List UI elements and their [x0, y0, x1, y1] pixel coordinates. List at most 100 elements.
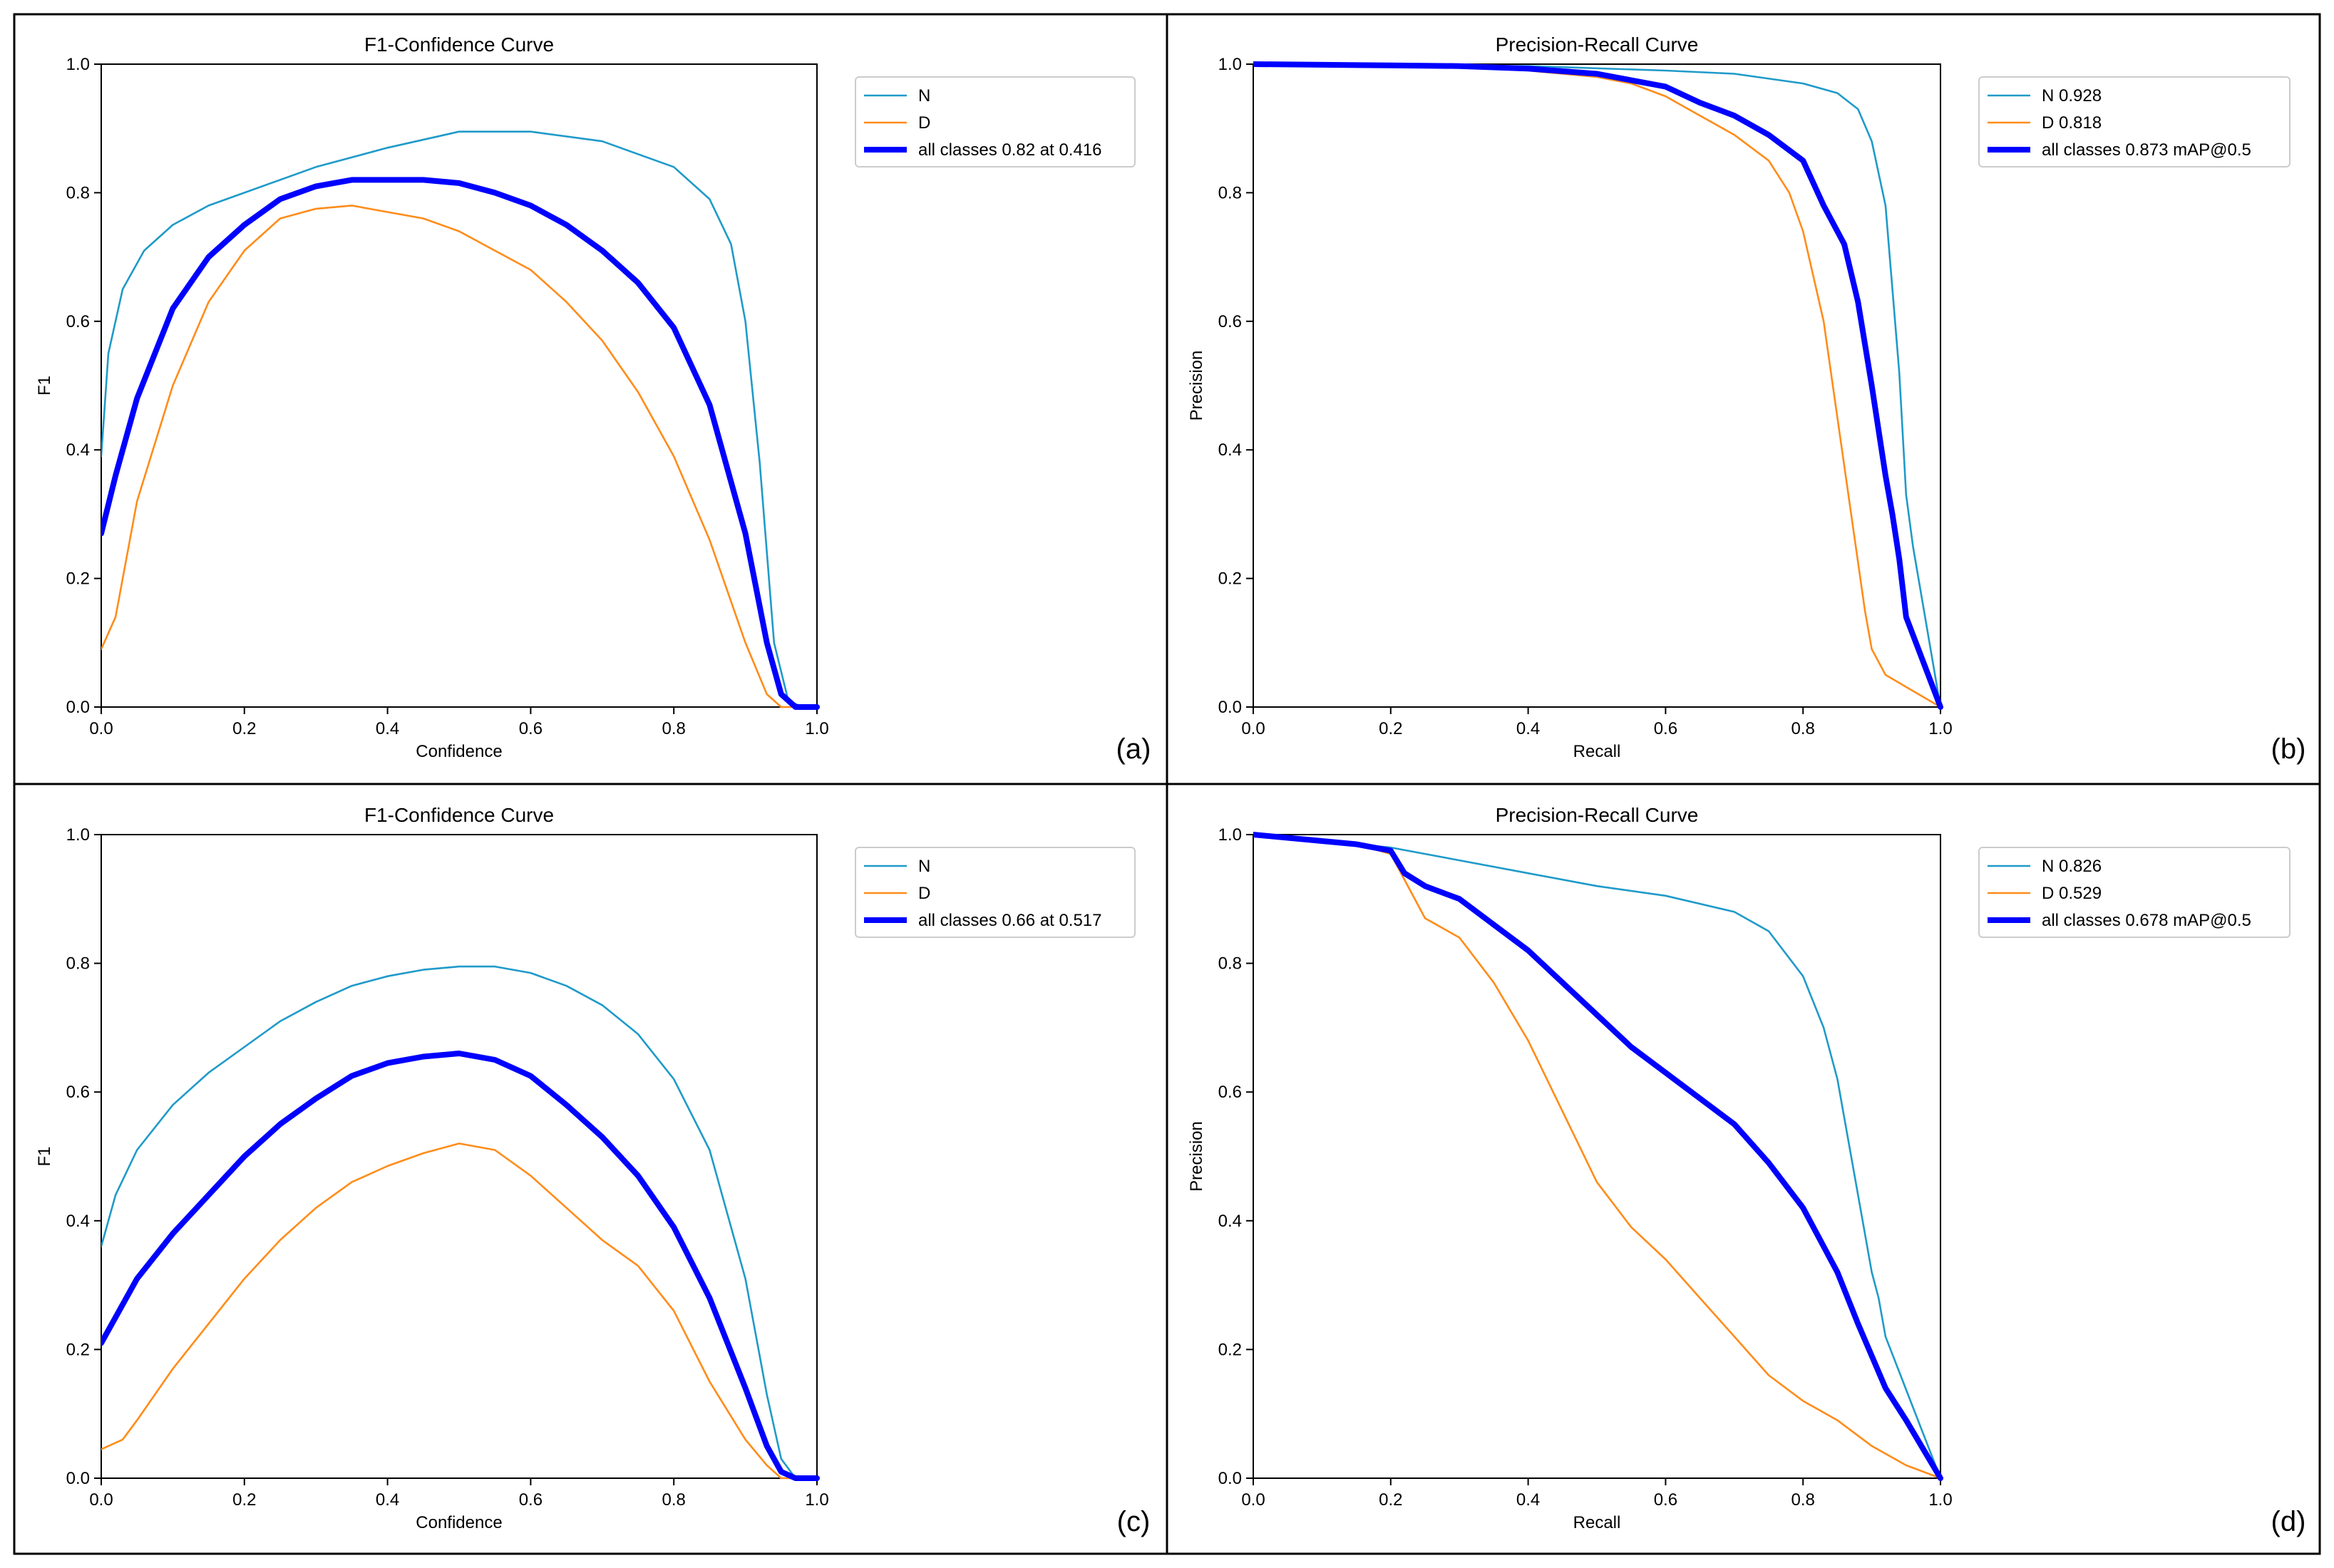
chart-title: Precision-Recall Curve [1496, 33, 1699, 56]
plot-frame [1253, 834, 1941, 1479]
series-line-2 [101, 1143, 818, 1480]
x-tick-label: 0.4 [376, 719, 399, 738]
legend-label: all classes 0.66 at 0.517 [918, 911, 1102, 930]
legend-box [1978, 76, 2291, 167]
x-tick-label: 0.6 [1654, 1490, 1677, 1510]
chart-title: Precision-Recall Curve [1496, 804, 1699, 826]
chart-panel-4: Precision-Recall Curve 0.0 0.2 0.4 0.6 0.8 1.0… [1187, 804, 2305, 1537]
x-tick-label: 0.2 [232, 1490, 256, 1510]
x-tick-label: 0.8 [1791, 1490, 1815, 1510]
chart-panel-2: Precision-Recall Curve 0.0 0.2 0.4 0.6 0.8 1.0… [1187, 33, 2305, 765]
y-axis-label: Precision [1187, 351, 1206, 421]
x-tick-label: 0.6 [1654, 719, 1677, 738]
y-tick-label: 1.0 [1218, 825, 1242, 845]
series-line-2 [1253, 833, 1942, 1480]
series-line-1 [101, 130, 818, 708]
x-axis-label: Confidence [416, 742, 502, 761]
series-line-2 [1253, 63, 1942, 708]
x-tick-label: 0.0 [89, 719, 113, 738]
x-tick-label: 0.2 [1379, 719, 1402, 738]
x-tick-label: 0.2 [232, 719, 256, 738]
legend-label: N 0.928 [2042, 86, 2102, 105]
y-axis-label: F1 [35, 376, 54, 396]
y-tick-label: 0.2 [1218, 569, 1242, 589]
panel-label: (c) [1117, 1506, 1151, 1537]
legend-label: N [918, 86, 930, 105]
y-tick-label: 0.4 [66, 440, 90, 460]
y-tick-label: 0.0 [1218, 1469, 1242, 1488]
y-tick-label: 0.6 [66, 1083, 90, 1102]
x-tick-label: 1.0 [1928, 719, 1952, 738]
panel-label: (b) [2271, 733, 2306, 765]
chart-panel-3: F1-Confidence Curve 0.0 0.2 0.4 0.6 0.8 1.0 0.0… [35, 804, 1150, 1537]
y-tick-label: 0.2 [66, 569, 90, 589]
legend-label: all classes 0.873 mAP@0.5 [2042, 140, 2251, 160]
legend-label: D 0.818 [2042, 113, 2102, 133]
x-tick-label: 1.0 [805, 719, 828, 738]
y-tick-label: 0.4 [1218, 440, 1242, 460]
x-tick-label: 0.4 [376, 1490, 399, 1510]
plot-frame [101, 834, 818, 1479]
series-group [101, 965, 820, 1481]
legend-label: D 0.529 [2042, 884, 2102, 903]
plot-frame [101, 63, 818, 708]
chart-title: F1-Confidence Curve [364, 33, 554, 56]
y-tick-label: 0.8 [1218, 183, 1242, 202]
x-tick-label: 0.2 [1379, 1490, 1402, 1510]
y-tick-label: 0.2 [1218, 1340, 1242, 1359]
y-tick-label: 0.8 [66, 183, 90, 202]
y-tick-label: 1.0 [1218, 55, 1242, 74]
x-tick-label: 1.0 [1928, 1490, 1952, 1510]
series-line-3 [1253, 61, 1943, 710]
y-tick-label: 1.0 [66, 55, 90, 74]
x-tick-label: 0.8 [662, 719, 686, 738]
series-line-1 [101, 965, 818, 1480]
series-group [101, 130, 820, 710]
x-tick-label: 0.0 [89, 1490, 113, 1510]
x-axis-label: Confidence [416, 1513, 502, 1532]
x-tick-label: 0.8 [1791, 719, 1815, 738]
charts-root: F1-Confidence Curve 0.0 0.2 0.4 0.6 0.8 1.0 0.0… [35, 33, 2305, 1537]
legend-box [855, 76, 1136, 167]
series-line-3 [1253, 832, 1943, 1481]
series-line-3 [101, 177, 820, 710]
x-tick-label: 0.0 [1241, 1490, 1265, 1510]
y-tick-label: 0.8 [1218, 954, 1242, 974]
series-group [1253, 61, 1943, 710]
x-axis-label: Recall [1573, 742, 1621, 761]
chart-panel-1: F1-Confidence Curve 0.0 0.2 0.4 0.6 0.8 1.0 0.0… [35, 33, 1151, 765]
legend-label: N [918, 857, 930, 876]
x-tick-label: 0.0 [1241, 719, 1265, 738]
legend-label: all classes 0.82 at 0.416 [918, 140, 1102, 160]
x-tick-label: 0.8 [662, 1490, 686, 1510]
x-tick-label: 0.4 [1516, 719, 1540, 738]
plot-frame [1253, 63, 1941, 708]
panel-label: (d) [2271, 1506, 2306, 1537]
y-tick-label: 0.0 [66, 698, 90, 717]
legend-box [1978, 847, 2291, 938]
y-tick-label: 0.6 [1218, 1083, 1242, 1102]
x-tick-label: 0.6 [519, 1490, 543, 1510]
legend-label: all classes 0.678 mAP@0.5 [2042, 911, 2251, 930]
y-tick-label: 0.6 [66, 312, 90, 331]
y-tick-label: 0.0 [66, 1469, 90, 1488]
y-axis-label: Precision [1187, 1121, 1206, 1192]
x-tick-label: 1.0 [805, 1490, 828, 1510]
chart-title: F1-Confidence Curve [364, 804, 554, 826]
y-tick-label: 1.0 [66, 825, 90, 845]
series-line-1 [1253, 833, 1942, 1480]
y-tick-label: 0.4 [66, 1212, 90, 1231]
y-tick-label: 0.2 [66, 1340, 90, 1359]
legend: N 0.826 D 0.529 all classes 0.678 mAP@0.5 [1978, 847, 2291, 938]
y-tick-label: 0.4 [1218, 1212, 1242, 1231]
legend-label: D [918, 113, 930, 133]
series-line-2 [101, 205, 818, 708]
series-line-1 [1253, 63, 1942, 708]
panel-frames [13, 13, 2321, 1555]
legend-label: D [918, 884, 930, 903]
legend-label: N 0.826 [2042, 857, 2102, 876]
y-tick-label: 0.6 [1218, 312, 1242, 331]
